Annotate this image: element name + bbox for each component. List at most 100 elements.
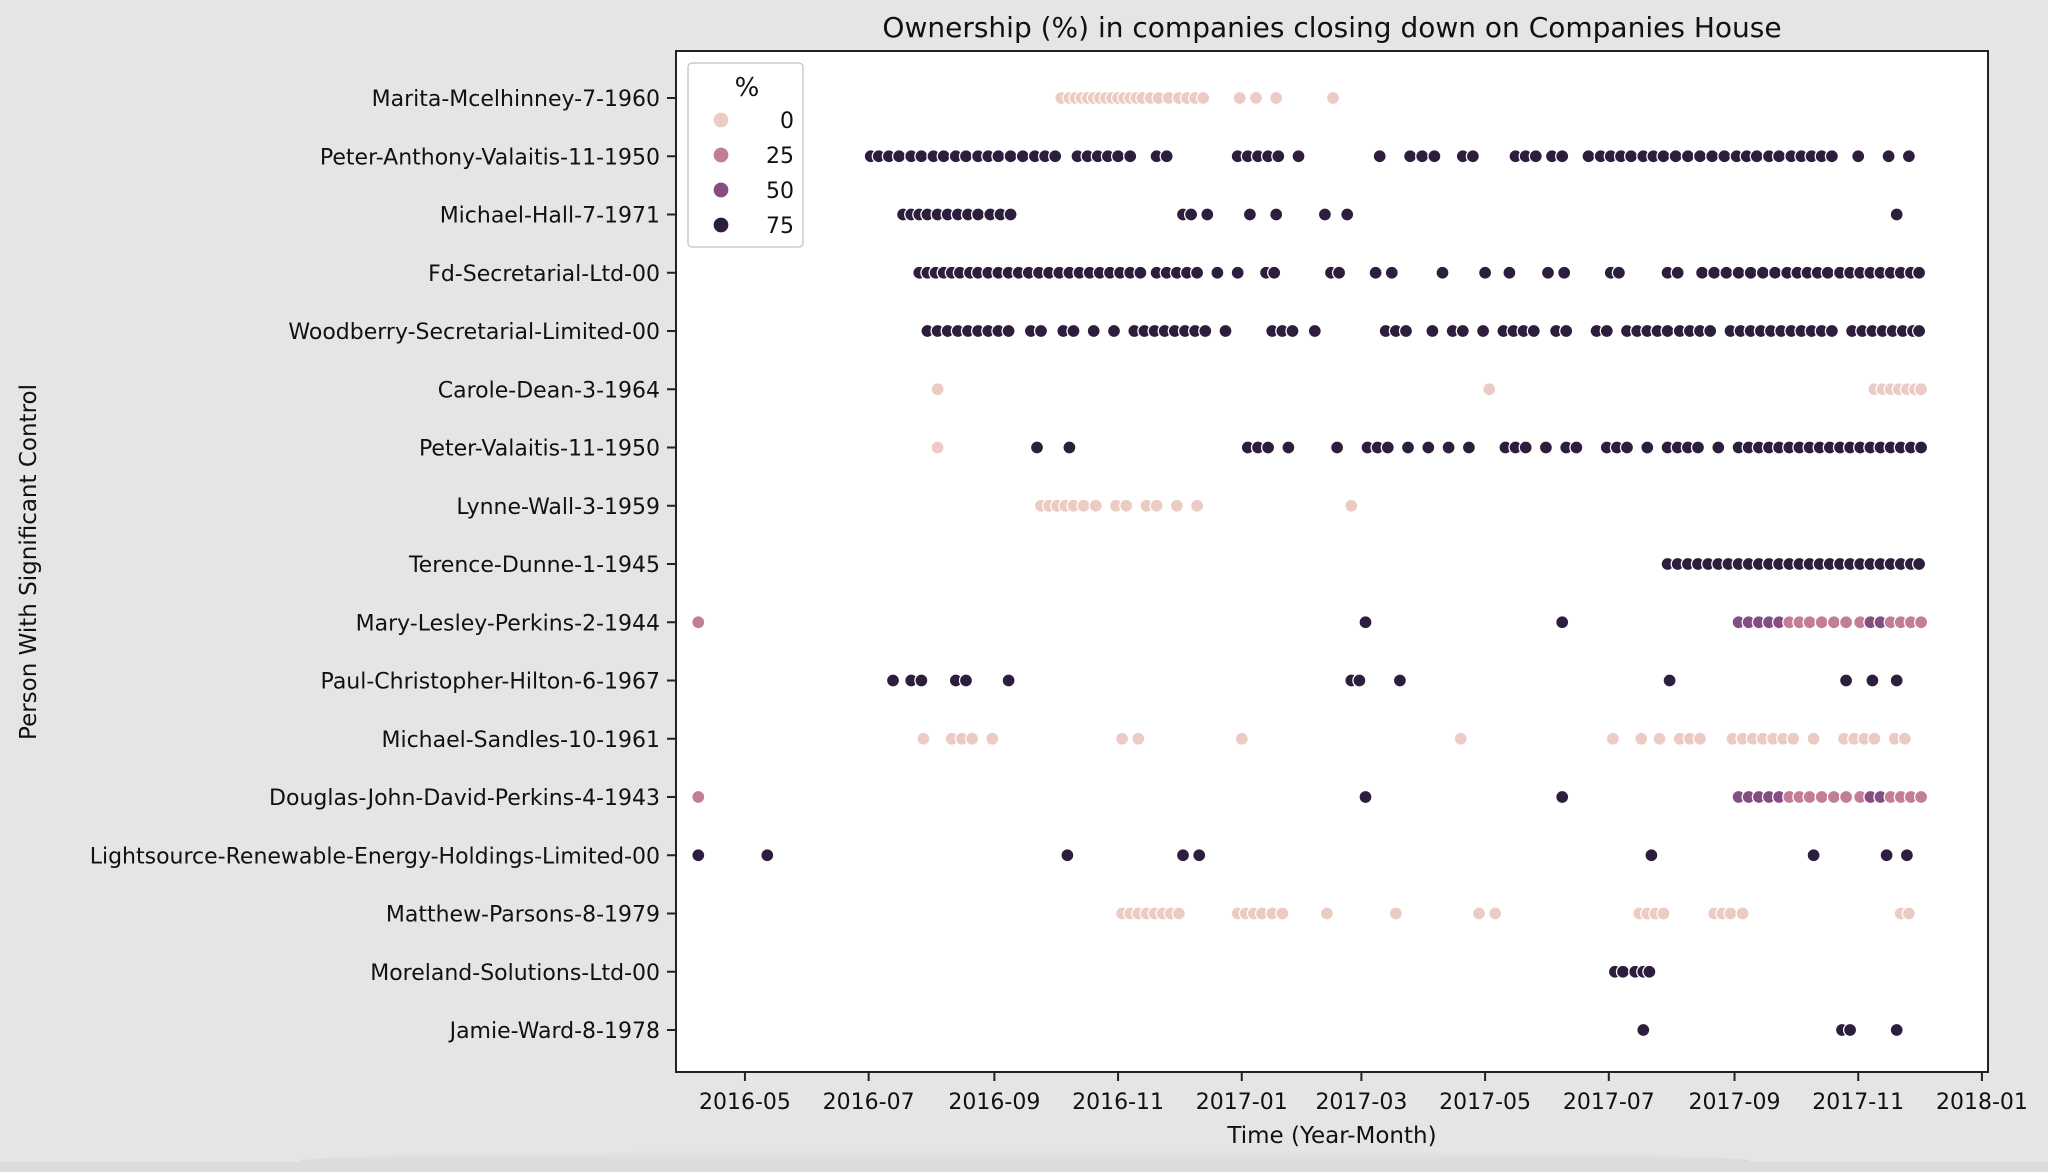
data-point — [1106, 323, 1122, 339]
x-tick-label: 2017-07 — [1563, 1090, 1655, 1115]
data-point — [1285, 323, 1300, 339]
data-point — [1569, 440, 1584, 455]
y-tick-label: Carole-Dean-3-1964 — [438, 378, 660, 403]
data-point — [1749, 149, 1764, 164]
data-point — [1771, 149, 1787, 164]
data-point — [1719, 265, 1734, 280]
data-point — [1210, 265, 1225, 280]
legend-marker — [712, 111, 730, 129]
x-axis: 2016-05 2016-07 2016-09 2016-11 2017-01 2017-… — [699, 1072, 2028, 1115]
data-point — [1159, 149, 1174, 164]
data-point — [1388, 906, 1404, 921]
data-point — [1636, 1022, 1651, 1038]
data-point — [1619, 440, 1635, 455]
data-point — [1865, 673, 1880, 688]
y-tick-label: Jamie-Ward-8-1978 — [448, 1019, 660, 1044]
data-point — [1421, 440, 1436, 455]
data-point — [1518, 440, 1533, 455]
data-point — [1368, 265, 1383, 280]
data-point — [1015, 149, 1030, 164]
data-point — [1232, 90, 1247, 106]
x-tick-label: 2017-03 — [1315, 1090, 1407, 1115]
y-axis: Marita-Mcelhinney-7-1960 Peter-Anthony-Va… — [90, 87, 676, 1044]
data-point — [1234, 731, 1249, 746]
data-point — [1911, 556, 1927, 572]
data-point — [1559, 323, 1574, 339]
data-point — [1692, 731, 1708, 746]
y-tick-label: Douglas-John-David-Perkins-4-1943 — [269, 786, 660, 811]
data-point — [1767, 265, 1783, 280]
data-point — [1171, 906, 1187, 921]
data-point — [1271, 149, 1286, 164]
data-point — [1372, 149, 1387, 164]
data-point — [1528, 149, 1543, 164]
data-point — [1461, 440, 1477, 455]
data-point — [1329, 440, 1345, 455]
y-tick-label: Peter-Valaitis-11-1950 — [419, 437, 660, 462]
data-point — [1913, 615, 1929, 630]
data-point — [1644, 848, 1659, 863]
data-point — [1119, 498, 1134, 513]
data-point — [1913, 382, 1929, 397]
data-point — [1901, 906, 1917, 921]
data-point — [1826, 615, 1842, 630]
data-point — [1033, 323, 1049, 339]
data-point — [1879, 848, 1894, 863]
data-point — [1488, 906, 1503, 921]
data-point — [1705, 149, 1720, 164]
data-point — [1557, 265, 1572, 280]
data-point — [1398, 323, 1414, 339]
data-point — [691, 789, 706, 805]
data-point — [1175, 848, 1191, 863]
data-point — [1267, 265, 1282, 280]
data-point — [1317, 207, 1333, 222]
data-point — [1694, 265, 1710, 280]
data-point — [1642, 964, 1657, 979]
data-points — [691, 90, 1929, 1038]
data-point — [958, 149, 974, 164]
data-point — [1806, 731, 1821, 746]
data-point — [1358, 615, 1373, 630]
data-point — [1599, 323, 1614, 339]
data-point — [914, 149, 929, 164]
data-point — [691, 615, 706, 630]
legend-label: 75 — [766, 214, 794, 239]
data-point — [1189, 498, 1205, 513]
data-point — [885, 673, 901, 688]
data-point — [1717, 149, 1732, 164]
data-point — [1690, 440, 1706, 455]
data-point — [1066, 323, 1081, 339]
data-point — [1352, 673, 1367, 688]
data-point — [1281, 440, 1296, 455]
data-point — [1555, 789, 1570, 805]
data-point — [1670, 265, 1685, 280]
data-point — [1465, 149, 1481, 164]
data-point — [1029, 440, 1045, 455]
data-point — [1668, 149, 1683, 164]
x-tick-label: 2016-11 — [1072, 1090, 1164, 1115]
data-point — [1425, 323, 1440, 339]
data-point — [1192, 848, 1207, 863]
data-point — [1526, 323, 1541, 339]
data-point — [1634, 731, 1649, 746]
data-point — [1605, 731, 1621, 746]
x-tick-label: 2017-09 — [1689, 1090, 1781, 1115]
y-axis-label: Person With Significant Control — [16, 384, 42, 740]
data-point — [1427, 149, 1442, 164]
data-point — [930, 440, 945, 455]
data-point — [1471, 906, 1487, 921]
data-point — [1291, 149, 1306, 164]
data-point — [1048, 149, 1063, 164]
data-point — [1453, 731, 1468, 746]
data-point — [1319, 906, 1335, 921]
data-point — [1838, 789, 1854, 805]
data-point — [691, 848, 706, 863]
data-point — [1867, 731, 1882, 746]
data-point — [1242, 207, 1258, 222]
data-point — [1611, 265, 1627, 280]
data-point — [1838, 615, 1854, 630]
data-point — [1269, 90, 1284, 106]
data-point — [1196, 90, 1211, 106]
data-point — [1200, 207, 1215, 222]
data-point — [1851, 149, 1866, 164]
